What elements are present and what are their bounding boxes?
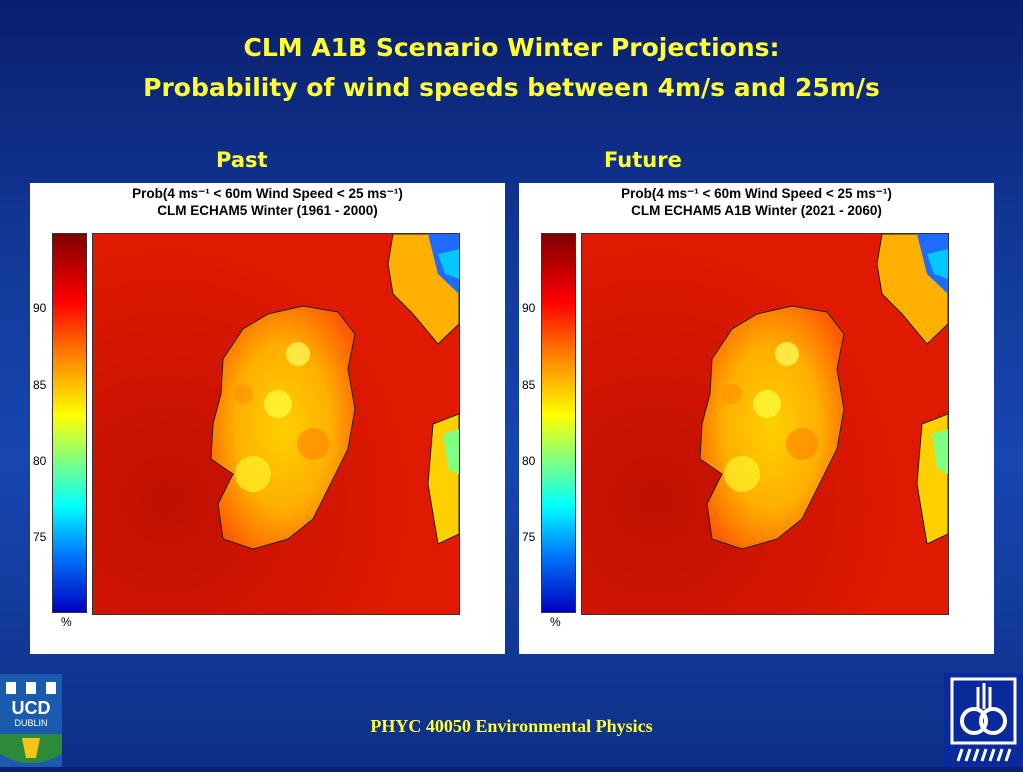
svg-text:UCD: UCD	[12, 698, 51, 718]
panel-title: Prob(4 ms⁻¹ < 60m Wind Speed < 25 ms⁻¹) …	[519, 185, 994, 219]
colorbar-unit: %	[550, 615, 561, 629]
panel-title-line1: Prob(4 ms⁻¹ < 60m Wind Speed < 25 ms⁻¹)	[132, 186, 403, 201]
panel-title-line2: CLM ECHAM5 Winter (1961 - 2000)	[157, 203, 378, 218]
ireland-probability-map	[581, 233, 949, 615]
panel-title-line1: Prob(4 ms⁻¹ < 60m Wind Speed < 25 ms⁻¹)	[621, 186, 892, 201]
colorbar-tick: 80	[522, 454, 536, 468]
colorbar-unit: %	[61, 615, 72, 629]
panel-title-line2: CLM ECHAM5 A1B Winter (2021 - 2060)	[631, 203, 882, 218]
title-line-2: Probability of wind speeds between 4m/s …	[143, 73, 880, 102]
course-footer: PHYC 40050 Environmental Physics	[370, 716, 653, 736]
colorbar-tick: 90	[33, 301, 47, 315]
ireland-probability-map	[92, 233, 460, 615]
label-past: Past	[216, 148, 268, 172]
colorbar-tick: 85	[522, 378, 536, 392]
icarus-logo-icon	[944, 673, 1023, 767]
slide-title: CLM A1B Scenario Winter Projections: Pro…	[0, 28, 1023, 108]
colorbar-tick: 75	[522, 530, 536, 544]
colorbar-tick: 85	[33, 378, 47, 392]
colorbar-tick: 90	[522, 301, 536, 315]
svg-text:DUBLIN: DUBLIN	[14, 718, 47, 728]
colorbar-tick: 80	[33, 454, 47, 468]
ucd-crest-icon: UCD DUBLIN	[0, 674, 62, 767]
map-panel-future: Prob(4 ms⁻¹ < 60m Wind Speed < 25 ms⁻¹) …	[519, 183, 994, 654]
label-future: Future	[604, 148, 682, 172]
colorbar	[541, 233, 576, 613]
colorbar	[52, 233, 87, 613]
map-panel-past: Prob(4 ms⁻¹ < 60m Wind Speed < 25 ms⁻¹) …	[30, 183, 505, 654]
colorbar-tick: 75	[33, 530, 47, 544]
panel-title: Prob(4 ms⁻¹ < 60m Wind Speed < 25 ms⁻¹) …	[30, 185, 505, 219]
title-line-1: CLM A1B Scenario Winter Projections:	[243, 33, 780, 62]
